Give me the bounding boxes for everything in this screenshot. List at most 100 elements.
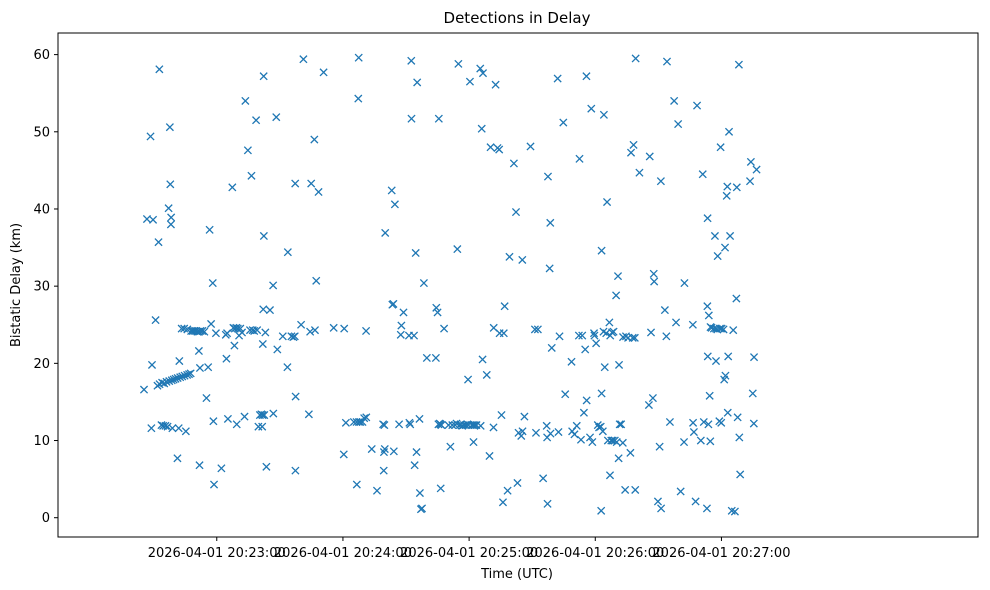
y-axis-label: Bistatic Delay (km) <box>9 223 24 347</box>
data-point-marker <box>228 183 237 192</box>
data-point-marker <box>354 417 363 427</box>
data-point-marker <box>734 60 743 69</box>
data-point-marker <box>732 183 741 192</box>
data-point-marker <box>273 345 282 354</box>
y-tick-label: 50 <box>33 125 50 140</box>
data-point-marker <box>699 417 708 427</box>
y-tick-label: 0 <box>42 511 50 526</box>
data-point-marker <box>240 412 249 421</box>
data-point-marker <box>166 180 175 189</box>
data-point-marker <box>746 157 755 166</box>
data-point-marker <box>469 438 478 447</box>
x-tick-label: 2026-04-01 20:27:00 <box>652 546 790 561</box>
data-point-marker <box>389 447 398 456</box>
y-axis: 0 10 20 30 40 50 60 <box>33 48 58 526</box>
data-point-marker <box>626 448 635 457</box>
data-point-marker <box>648 394 657 403</box>
data-point-marker <box>724 127 734 136</box>
data-point-marker <box>409 331 419 340</box>
data-point-marker <box>387 186 396 195</box>
data-point-marker <box>222 354 231 363</box>
data-point-marker <box>259 231 268 241</box>
data-point-marker <box>726 231 735 241</box>
data-point-marker <box>395 420 404 429</box>
data-point-marker <box>354 94 363 103</box>
data-point-marker <box>614 454 623 463</box>
data-point-marker <box>209 480 219 489</box>
data-point-marker <box>626 148 636 157</box>
data-point-marker <box>341 418 350 427</box>
data-point-marker <box>155 65 164 74</box>
data-point-marker <box>533 325 542 334</box>
data-point-marker <box>612 291 621 300</box>
data-point-marker <box>165 123 174 132</box>
data-point-marker <box>531 428 541 437</box>
data-point-marker <box>520 412 529 421</box>
data-point-marker <box>629 140 638 149</box>
data-point-marker <box>582 72 591 81</box>
data-point-marker <box>749 353 759 362</box>
data-point-marker <box>396 330 405 339</box>
data-point-marker <box>486 143 495 152</box>
data-point-marker <box>590 331 599 340</box>
data-point-marker <box>539 474 548 483</box>
data-point-marker <box>720 243 730 252</box>
data-point-marker <box>291 466 300 475</box>
data-point-marker <box>545 264 554 273</box>
data-point-marker <box>530 325 539 334</box>
data-point-marker <box>186 369 195 378</box>
data-point-marker <box>592 339 601 348</box>
data-point-marker <box>243 146 252 155</box>
data-point-marker <box>205 225 214 234</box>
data-point-marker <box>463 375 473 384</box>
data-point-marker <box>513 478 522 488</box>
data-point-marker <box>448 421 457 430</box>
data-point-marker <box>453 245 462 254</box>
data-point-marker <box>283 248 292 257</box>
data-point-marker <box>360 414 369 423</box>
data-point-marker <box>585 433 595 442</box>
data-point-marker <box>139 385 149 394</box>
data-point-marker <box>553 74 562 83</box>
data-point-marker <box>691 497 700 506</box>
data-point-marker <box>704 311 713 320</box>
data-point-marker <box>258 410 267 420</box>
data-point-marker <box>618 438 627 447</box>
data-point-marker <box>166 220 175 229</box>
data-point-marker <box>613 272 623 281</box>
data-point-marker <box>310 326 320 335</box>
data-point-marker <box>631 485 640 494</box>
chart-title: Detections in Delay <box>444 9 591 27</box>
y-tick-label: 10 <box>33 434 50 449</box>
data-point-marker <box>567 357 576 366</box>
data-point-marker <box>736 470 745 479</box>
data-point-marker <box>211 329 220 338</box>
data-point-marker <box>555 332 564 341</box>
data-point-marker <box>723 408 732 417</box>
data-point-marker <box>272 113 281 122</box>
data-point-marker <box>173 454 182 463</box>
data-point-marker <box>696 436 705 445</box>
data-point-marker <box>241 96 250 105</box>
data-point-marker <box>554 427 563 437</box>
data-point-marker <box>582 396 591 405</box>
data-point-marker <box>167 213 176 222</box>
data-point-marker <box>312 276 321 285</box>
data-point-marker <box>749 419 758 428</box>
data-point-marker <box>291 392 300 401</box>
data-point-marker <box>399 308 408 317</box>
data-point-marker <box>478 355 487 364</box>
data-point-marker <box>180 371 189 380</box>
data-point-marker <box>692 101 702 110</box>
data-point-marker <box>261 328 270 337</box>
data-point-marker <box>543 499 552 508</box>
data-point-marker <box>631 54 640 63</box>
data-point-marker <box>588 438 597 447</box>
data-point-marker <box>419 279 428 288</box>
x-tick-label: 2026-04-01 20:24:00 <box>274 546 412 561</box>
data-point-marker <box>476 421 485 430</box>
data-point-marker <box>656 177 665 186</box>
data-point-marker <box>482 370 491 379</box>
data-point-marker <box>372 486 382 495</box>
